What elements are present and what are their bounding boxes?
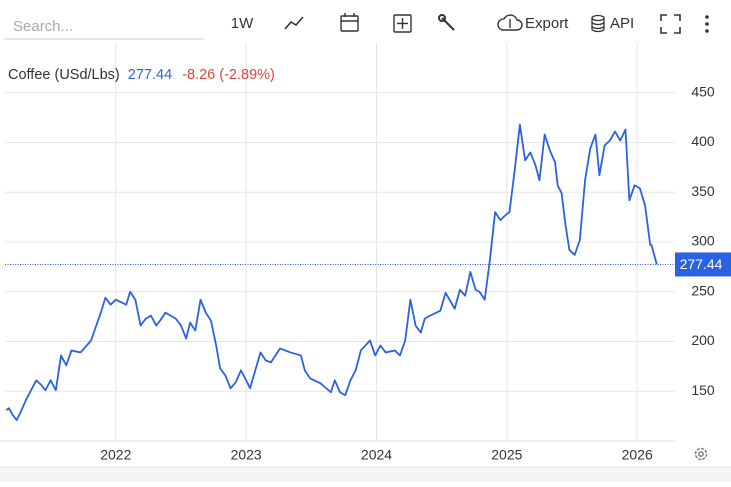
x-tick-label: 2026 — [622, 447, 653, 463]
plot-area: 150 200 250 300 350 400 450 2022 2023 2024 2025 202… — [0, 43, 731, 463]
x-tick-label: 2024 — [361, 447, 392, 463]
price-line — [5, 123, 658, 422]
x-tick-label: 2022 — [100, 447, 131, 463]
toolbar: Search... 1W Export API — [4, 13, 709, 40]
cloud-icon — [497, 14, 523, 31]
y-tick-label: 300 — [691, 233, 715, 249]
x-tick-label: 2023 — [231, 447, 262, 463]
y-tick-label: 400 — [691, 133, 715, 149]
search-input[interactable]: Search... — [13, 18, 73, 35]
y-tick-label: 450 — [691, 83, 715, 99]
api-label: API — [610, 15, 634, 32]
legend-last: 277.44 — [128, 67, 172, 83]
y-tick-label: 150 — [691, 382, 715, 398]
interval-button[interactable]: 1W — [231, 15, 254, 32]
tools-icon[interactable] — [438, 14, 455, 31]
y-tick-label: 250 — [691, 282, 715, 298]
last-price-label: 277.44 — [680, 256, 723, 272]
api-button[interactable]: API — [591, 14, 634, 33]
database-icon — [591, 14, 605, 33]
y-tick-label: 350 — [691, 183, 715, 199]
export-label: Export — [525, 15, 569, 32]
footer-band — [0, 467, 731, 482]
x-tick-label: 2025 — [491, 447, 522, 463]
chart-type-icon[interactable] — [284, 16, 304, 30]
fullscreen-icon[interactable] — [660, 14, 681, 34]
y-tick-label: 200 — [691, 332, 715, 348]
add-indicator-icon[interactable] — [393, 14, 412, 33]
legend: Coffee (USd/Lbs) 277.44 -8.26 (-2.89%) — [8, 67, 275, 83]
legend-title: Coffee (USd/Lbs) — [8, 67, 120, 83]
export-button[interactable]: Export — [497, 14, 569, 32]
last-price-tag — [675, 252, 731, 277]
menu-icon[interactable] — [705, 15, 709, 33]
calendar-icon[interactable] — [340, 13, 359, 32]
settings-icon[interactable] — [694, 447, 708, 461]
legend-change: -8.26 (-2.89%) — [182, 67, 275, 83]
